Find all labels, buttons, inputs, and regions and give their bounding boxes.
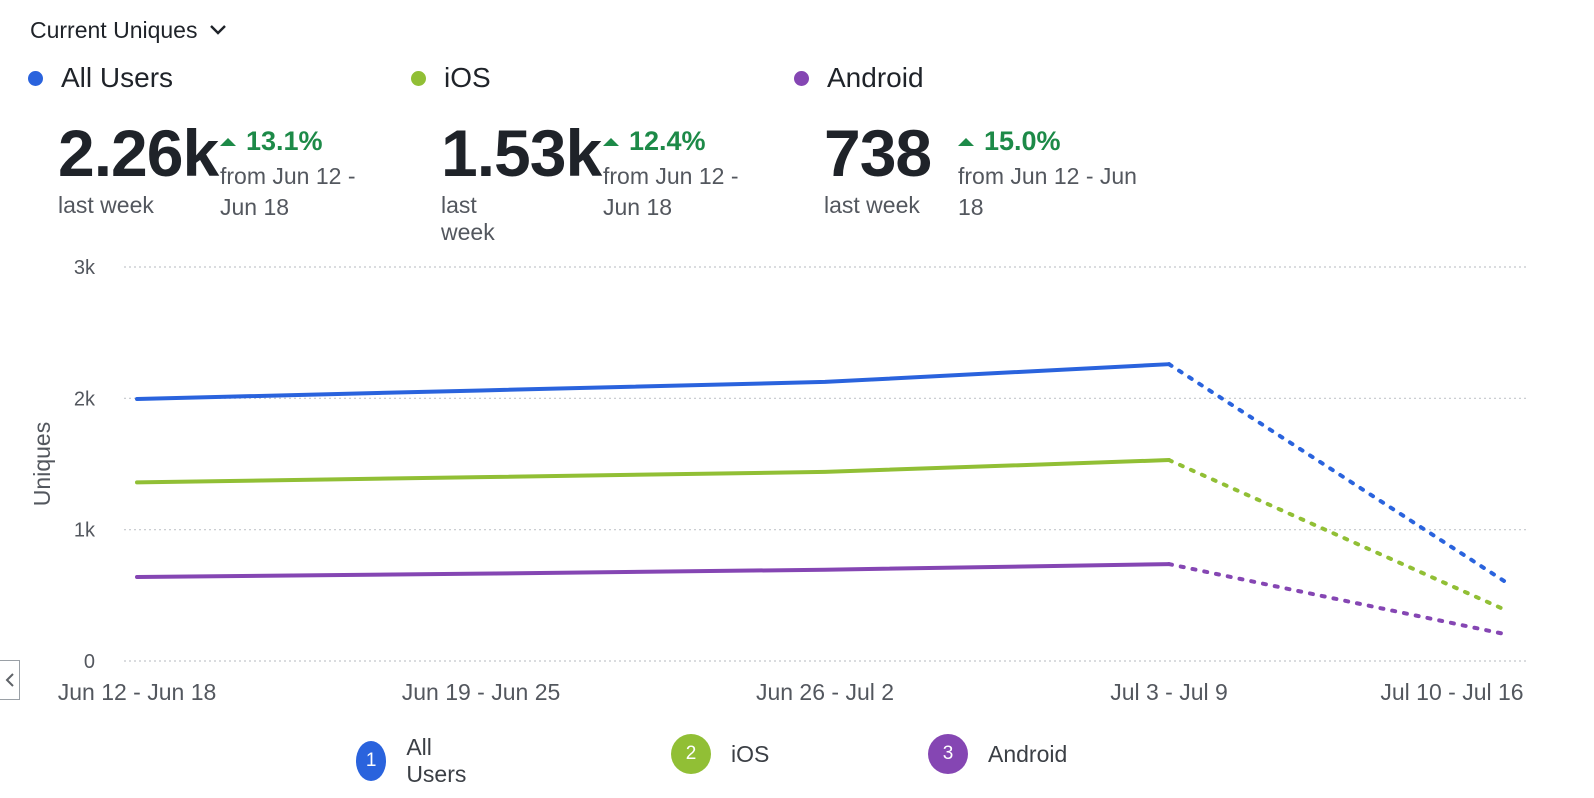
y-tick-label: 1k — [74, 520, 96, 542]
y-tick-label: 0 — [84, 651, 95, 673]
x-tick-label: Jul 10 - Jul 16 — [1380, 679, 1523, 705]
y-tick-label: 3k — [74, 257, 96, 279]
series-all-users — [135, 362, 1510, 586]
legend-item-android[interactable]: 3 Android — [928, 734, 1067, 774]
up-arrow-icon — [958, 137, 974, 146]
comparison-period: from Jun 12 - Jun 18 — [958, 163, 1137, 220]
legend-badge: 1 — [356, 741, 387, 781]
metric-dropdown-label: Current Uniques — [30, 16, 198, 43]
series-name: Android — [827, 62, 924, 93]
x-tick-label: Jun 12 - Jun 18 — [58, 679, 217, 705]
summary-period: last week — [441, 192, 495, 245]
x-tick-label: Jun 26 - Jul 2 — [756, 679, 894, 705]
series-line[interactable] — [135, 562, 1171, 579]
comparison-period: from Jun 12 - Jun 18 — [603, 163, 739, 220]
summary-change: 12.4% from Jun 12 - Jun 18 — [603, 126, 778, 223]
legend-item-ios[interactable]: 2 iOS — [671, 734, 769, 774]
series-line-incomplete[interactable] — [1167, 458, 1510, 614]
legend-badge: 2 — [671, 734, 711, 774]
chart-series — [135, 362, 1510, 637]
legend-label: All Users — [406, 734, 467, 787]
change-percent: 12.4% — [629, 126, 706, 156]
up-arrow-icon — [220, 137, 236, 146]
summary-ios: iOS 1.53k last week 12.4% from Jun 12 - … — [411, 60, 739, 245]
series-name: All Users — [61, 62, 174, 93]
summary-change: 15.0% from Jun 12 - Jun 18 — [958, 126, 1158, 223]
series-line[interactable] — [135, 458, 1171, 485]
summary-period: last week — [58, 192, 154, 218]
scroll-left-button[interactable] — [0, 660, 20, 700]
legend-label: iOS — [731, 740, 770, 767]
y-axis-ticks: 0 1k 2k 3k — [74, 257, 96, 673]
x-tick-label: Jul 3 - Jul 9 — [1110, 679, 1228, 705]
summary-value: 2.26k — [58, 116, 219, 190]
summary-value: 1.53k — [441, 116, 602, 190]
metric-dropdown[interactable]: Current Uniques — [30, 14, 227, 46]
series-line-incomplete[interactable] — [1167, 562, 1510, 637]
legend-label: Android — [988, 740, 1068, 767]
summary-all-users: All Users 2.26k last week 13.1% from Jun… — [28, 60, 356, 220]
series-ios — [135, 458, 1510, 614]
summary-android: Android 738 last week 15.0% from Jun 12 … — [794, 60, 1137, 220]
series-color-dot — [28, 70, 43, 86]
grid-lines — [124, 266, 1528, 662]
y-tick-label: 2k — [74, 388, 96, 410]
series-color-dot — [794, 70, 809, 86]
change-percent: 13.1% — [246, 126, 323, 156]
chevron-down-icon — [210, 25, 227, 35]
series-line-incomplete[interactable] — [1167, 362, 1510, 586]
chevron-left-icon — [5, 673, 14, 687]
summary-value: 738 — [824, 116, 932, 190]
x-tick-label: Jun 19 - Jun 25 — [402, 679, 561, 705]
up-arrow-icon — [603, 137, 619, 146]
summary-period: last week — [824, 192, 920, 218]
summary-change: 13.1% from Jun 12 - Jun 18 — [220, 126, 395, 223]
series-line[interactable] — [135, 362, 1171, 401]
change-percent: 15.0% — [984, 126, 1061, 156]
legend-item-all-users[interactable]: 1 All Users — [356, 734, 476, 788]
x-axis-ticks: Jun 12 - Jun 18 Jun 19 - Jun 25 Jun 26 - J… — [58, 679, 1524, 705]
comparison-period: from Jun 12 - Jun 18 — [220, 163, 356, 220]
legend-badge: 3 — [928, 734, 968, 774]
series-android — [135, 562, 1510, 637]
series-color-dot — [411, 70, 426, 86]
y-axis-label: Uniques — [29, 422, 55, 506]
series-name: iOS — [444, 62, 491, 93]
